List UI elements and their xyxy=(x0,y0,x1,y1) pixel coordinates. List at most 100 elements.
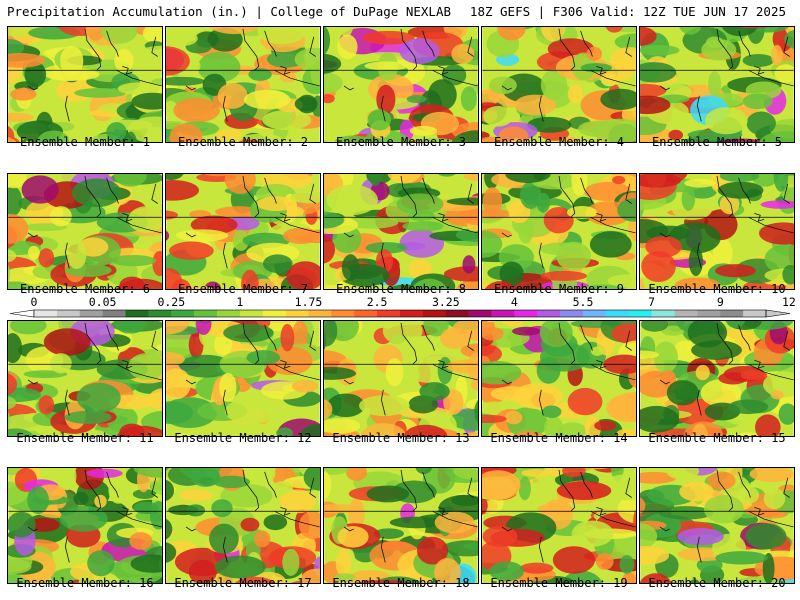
precip-blob xyxy=(486,321,496,323)
precip-blob xyxy=(527,116,572,133)
precip-blob xyxy=(482,470,521,501)
precip-blob xyxy=(691,423,709,436)
precip-blob xyxy=(470,378,478,391)
precip-blob xyxy=(8,387,42,403)
precip-blob xyxy=(681,186,696,211)
precip-blob xyxy=(482,230,503,258)
precip-blob xyxy=(536,356,561,384)
precip-blob xyxy=(640,174,682,188)
precip-blob xyxy=(131,92,162,110)
precip-blob xyxy=(688,246,703,277)
precip-blob xyxy=(708,71,722,97)
border-line xyxy=(432,363,478,381)
precip-blob xyxy=(324,366,356,380)
colorbar-swatch xyxy=(537,310,561,317)
precip-blob xyxy=(482,136,505,142)
precip-blob xyxy=(389,516,443,529)
precip-blob xyxy=(299,424,320,436)
precip-blob xyxy=(584,415,601,436)
ensemble-member-map xyxy=(481,320,637,437)
precip-blob xyxy=(166,368,192,400)
precip-blob xyxy=(463,174,478,181)
coastline xyxy=(343,322,474,416)
precip-blob xyxy=(513,383,563,410)
precip-blob xyxy=(695,364,710,381)
precip-blob xyxy=(446,197,478,206)
border-line xyxy=(274,363,320,381)
precip-blob xyxy=(324,72,343,94)
ensemble-member-caption: Ensemble Member: 8 xyxy=(335,282,467,296)
precip-blob xyxy=(462,255,476,274)
precip-blob xyxy=(773,174,789,192)
precip-blob xyxy=(483,106,514,127)
ensemble-member-caption: Ensemble Member: 10 xyxy=(648,282,786,296)
precip-blob xyxy=(615,429,630,436)
precip-blob xyxy=(666,468,700,480)
precipitation-field-map xyxy=(323,467,479,584)
model-run-info: 18Z GEFS | F306 Valid: 12Z TUE JUN 17 20… xyxy=(469,4,786,19)
precip-blob xyxy=(117,82,161,95)
colorbar-tick-label: 12 xyxy=(781,295,796,309)
precip-blob xyxy=(10,321,47,335)
ensemble-member-caption: Ensemble Member: 18 xyxy=(332,576,470,590)
precip-blob xyxy=(543,207,574,234)
precip-blob xyxy=(76,382,121,413)
precip-blob xyxy=(451,494,478,506)
precip-blob xyxy=(282,548,300,576)
precip-blob xyxy=(142,27,162,46)
precip-blob xyxy=(166,328,197,359)
precip-blob xyxy=(760,200,794,209)
precip-blob xyxy=(8,373,17,396)
precip-blob xyxy=(256,196,296,212)
precip-blob xyxy=(679,481,714,502)
precip-blob xyxy=(8,333,23,364)
colorbar-swatch xyxy=(720,310,744,317)
precip-blob xyxy=(640,573,672,583)
precip-blob xyxy=(590,346,604,356)
precip-blob xyxy=(482,496,488,515)
ensemble-member-map xyxy=(639,26,795,143)
coastline xyxy=(501,28,632,122)
precip-blob xyxy=(499,261,524,287)
map-title: Precipitation Accumulation (in.) | Colle… xyxy=(7,4,452,19)
precip-blob xyxy=(731,432,764,436)
ensemble-member-map xyxy=(165,467,321,584)
precip-blob xyxy=(8,112,34,122)
precip-blob xyxy=(541,405,562,418)
precip-blob xyxy=(455,432,478,436)
colorbar-swatch xyxy=(56,310,81,317)
border-line xyxy=(748,69,794,87)
precip-blob xyxy=(748,27,789,33)
coastline xyxy=(185,28,316,122)
ensemble-member-caption: Ensemble Member: 17 xyxy=(174,576,312,590)
precip-blob xyxy=(396,193,444,215)
colorbar-swatch xyxy=(239,310,264,317)
precip-blob xyxy=(130,554,162,573)
colorbar-swatch xyxy=(34,310,58,317)
border-line xyxy=(116,363,162,381)
precip-blob xyxy=(262,254,293,274)
precip-blob xyxy=(166,179,199,201)
ensemble-member-caption: Ensemble Member: 16 xyxy=(16,576,154,590)
precip-blob xyxy=(43,328,91,356)
precip-blob xyxy=(502,321,525,327)
precip-blob xyxy=(460,86,477,112)
precip-blob xyxy=(324,141,333,142)
precipitation-field-map xyxy=(639,467,795,584)
precip-blob xyxy=(21,175,59,204)
precip-blob xyxy=(614,33,636,51)
precip-blob xyxy=(114,321,147,334)
colorbar-tick-label: 3.25 xyxy=(431,295,460,309)
precip-blob xyxy=(746,111,776,136)
precip-blob xyxy=(612,175,626,185)
precipitation-field-map xyxy=(481,467,637,584)
coastline xyxy=(659,322,790,416)
precip-blob xyxy=(335,549,352,577)
coastline xyxy=(343,469,474,563)
precip-blob xyxy=(114,48,134,73)
precip-blob xyxy=(337,525,369,548)
ensemble-member-caption: Ensemble Member: 2 xyxy=(177,135,309,149)
border-line xyxy=(432,510,478,528)
precipitation-field-map xyxy=(323,320,479,437)
precip-blob xyxy=(190,468,221,487)
